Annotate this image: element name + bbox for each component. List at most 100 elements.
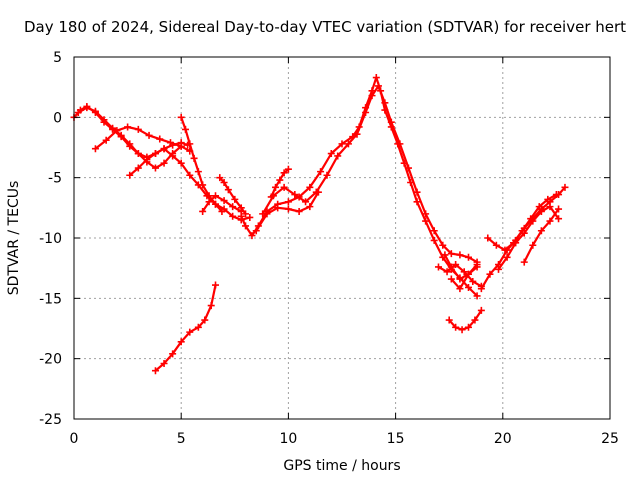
data-point xyxy=(274,204,282,212)
data-point xyxy=(91,107,99,115)
x-tick-label: 5 xyxy=(177,431,186,447)
data-point xyxy=(520,258,528,266)
data-point xyxy=(546,203,554,211)
data-point xyxy=(109,124,117,132)
data-point xyxy=(464,270,472,278)
series-line xyxy=(486,193,558,252)
data-point xyxy=(471,316,479,324)
data-point xyxy=(229,203,237,211)
data-point xyxy=(160,359,168,367)
data-point xyxy=(229,212,237,220)
y-axis-label: SDTVAR / TECUs xyxy=(6,181,22,296)
data-point xyxy=(186,171,194,179)
data-point xyxy=(284,205,292,213)
data-point xyxy=(464,253,472,261)
data-point xyxy=(151,150,159,158)
data-point xyxy=(276,176,284,184)
axis-ticks: 0 5 10 15 20 25 -25 -20 -15 -10 -5 0 5 xyxy=(39,50,619,447)
data-point xyxy=(456,251,464,259)
data-point xyxy=(561,183,569,191)
series-track-14 xyxy=(447,263,481,293)
data-point xyxy=(430,236,438,244)
data-point xyxy=(555,215,563,223)
data-point xyxy=(396,140,404,148)
series-line xyxy=(523,207,560,264)
data-point xyxy=(537,227,545,235)
y-tick-label: -15 xyxy=(39,291,62,307)
data-point xyxy=(177,139,185,147)
data-point xyxy=(302,198,310,206)
data-point xyxy=(430,227,438,235)
data-point xyxy=(160,145,168,153)
data-point xyxy=(529,217,537,225)
data-point xyxy=(317,168,325,176)
y-tick-label: -10 xyxy=(39,231,62,247)
data-point xyxy=(126,171,134,179)
data-point xyxy=(492,241,500,249)
data-point xyxy=(501,246,509,254)
data-point xyxy=(334,152,342,160)
data-point xyxy=(552,191,560,199)
data-point xyxy=(362,109,370,117)
data-point xyxy=(344,140,352,148)
series-track-17 xyxy=(495,203,563,273)
data-point xyxy=(447,250,455,258)
series-track-19 xyxy=(445,306,485,334)
data-point xyxy=(190,154,198,162)
data-point xyxy=(323,171,331,179)
series-track-10 xyxy=(252,188,322,235)
series-track-11 xyxy=(267,165,292,201)
data-point xyxy=(237,212,245,220)
data-point xyxy=(263,210,271,218)
data-point xyxy=(284,165,292,173)
data-point xyxy=(216,174,224,182)
series-track-18 xyxy=(520,205,563,266)
data-point xyxy=(242,210,250,218)
data-point xyxy=(156,135,164,143)
series-track-5 xyxy=(177,113,226,215)
data-point xyxy=(267,193,275,201)
x-tick-label: 0 xyxy=(70,431,79,447)
data-point xyxy=(456,285,464,293)
data-point xyxy=(124,123,132,131)
series-line xyxy=(450,265,479,290)
chart-title: Day 180 of 2024, Sidereal Day-to-day VTE… xyxy=(24,18,626,36)
data-point xyxy=(169,141,177,149)
data-point xyxy=(529,241,537,249)
data-point xyxy=(100,116,108,124)
data-point xyxy=(477,285,485,293)
data-point xyxy=(201,316,209,324)
data-point xyxy=(177,338,185,346)
data-point xyxy=(495,265,503,273)
data-point xyxy=(169,150,177,158)
series-line xyxy=(448,309,483,331)
data-point xyxy=(145,131,153,139)
data-point xyxy=(353,130,361,138)
data-point xyxy=(181,125,189,133)
x-tick-label: 20 xyxy=(494,431,512,447)
data-point xyxy=(443,268,451,276)
series-track-7 xyxy=(216,174,250,218)
data-point xyxy=(452,323,460,331)
data-point xyxy=(338,140,346,148)
series-track-4 xyxy=(126,139,192,179)
data-point xyxy=(177,159,185,167)
series-track-6 xyxy=(199,192,245,215)
data-point xyxy=(381,99,389,107)
data-point xyxy=(186,140,194,148)
data-point xyxy=(91,145,99,153)
y-tick-label: -5 xyxy=(48,171,62,187)
data-point xyxy=(413,198,421,206)
series-track-2 xyxy=(74,104,194,172)
data-point xyxy=(151,164,159,172)
data-point xyxy=(484,234,492,242)
data-point xyxy=(280,183,288,191)
data-point xyxy=(160,159,168,167)
data-point xyxy=(555,205,563,213)
data-point xyxy=(205,198,213,206)
data-point xyxy=(387,118,395,126)
data-point xyxy=(404,164,412,172)
x-axis-label: GPS time / hours xyxy=(283,458,400,474)
data-point xyxy=(295,207,303,215)
data-point xyxy=(237,204,245,212)
